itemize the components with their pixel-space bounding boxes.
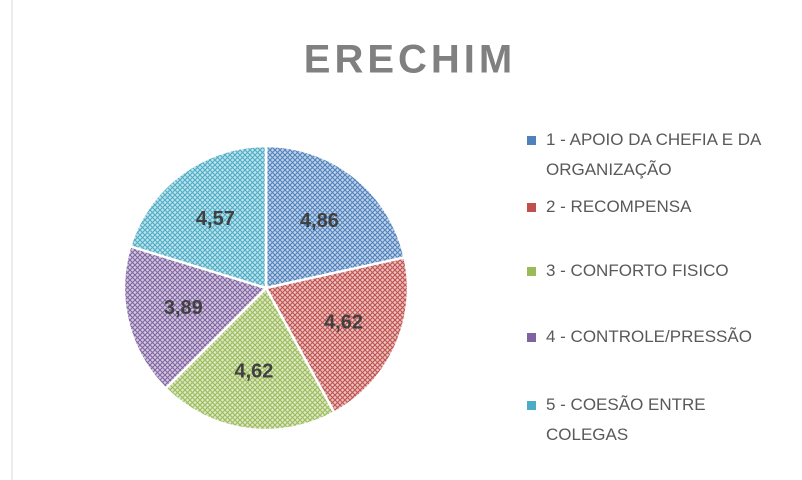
pie-slice	[264, 255, 410, 415]
data-label: 4,86	[300, 210, 339, 232]
legend: 1 - APOIO DA CHEFIA E DA ORGANIZAÇÃO 2 - …	[527, 125, 787, 450]
legend-swatch	[527, 333, 536, 342]
data-label: 4,62	[234, 361, 273, 383]
legend-item: 1 - APOIO DA CHEFIA E DA ORGANIZAÇÃO	[527, 125, 787, 185]
data-label: 4,57	[196, 208, 235, 230]
legend-swatch	[527, 267, 536, 276]
legend-item: 4 - CONTROLE/PRESSÃO	[527, 322, 787, 352]
pie-slice	[128, 144, 268, 290]
legend-item: 5 - COESÃO ENTRE COLEGAS	[527, 390, 787, 450]
legend-label: 5 - COESÃO ENTRE COLEGAS	[546, 395, 706, 444]
pie-slice	[163, 285, 336, 432]
legend-label: 4 - CONTROLE/PRESSÃO	[546, 327, 752, 346]
data-label: 4,62	[324, 311, 363, 333]
legend-label: 3 - CONFORTO FISICO	[546, 261, 729, 280]
data-label: 3,89	[164, 297, 203, 319]
legend-item: 3 - CONFORTO FISICO	[527, 256, 787, 286]
legend-swatch	[527, 203, 536, 212]
legend-item: 2 - RECOMPENSA	[527, 192, 787, 222]
pie-slice	[264, 144, 407, 290]
legend-swatch	[527, 401, 536, 410]
chart-title: ERECHIM	[304, 38, 516, 82]
chart-frame	[11, 0, 13, 480]
legend-label: 2 - RECOMPENSA	[546, 197, 692, 216]
pie-slice	[122, 244, 269, 391]
legend-swatch	[527, 136, 536, 145]
legend-label: 1 - APOIO DA CHEFIA E DA ORGANIZAÇÃO	[546, 130, 761, 179]
